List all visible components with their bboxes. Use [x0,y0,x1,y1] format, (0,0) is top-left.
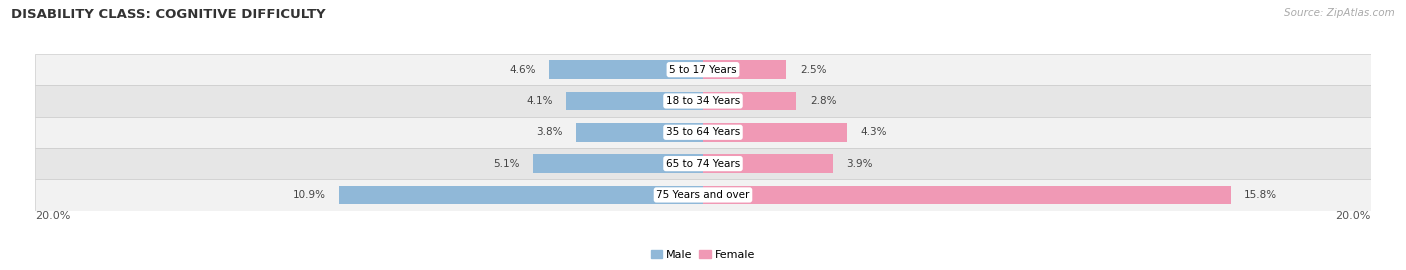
Text: 2.5%: 2.5% [800,65,827,75]
Text: 3.8%: 3.8% [536,127,562,137]
Bar [550,60,703,79]
Text: 3.9%: 3.9% [846,158,873,169]
Text: 18 to 34 Years: 18 to 34 Years [666,96,740,106]
Text: 4.6%: 4.6% [509,65,536,75]
Bar [339,185,703,204]
Bar [567,92,703,110]
Text: 5.1%: 5.1% [494,158,519,169]
Bar [576,123,703,142]
Text: Source: ZipAtlas.com: Source: ZipAtlas.com [1284,8,1395,18]
Text: 4.3%: 4.3% [860,127,886,137]
Bar [35,148,1371,179]
Bar [703,123,846,142]
Text: 75 Years and over: 75 Years and over [657,190,749,200]
Text: 65 to 74 Years: 65 to 74 Years [666,158,740,169]
Text: 5 to 17 Years: 5 to 17 Years [669,65,737,75]
Bar [703,154,834,173]
Text: 15.8%: 15.8% [1244,190,1277,200]
Bar [703,92,796,110]
Bar [703,60,786,79]
Bar [35,54,1371,85]
Bar [35,179,1371,211]
Bar [703,185,1230,204]
Legend: Male, Female: Male, Female [651,250,755,260]
Text: 4.1%: 4.1% [526,96,553,106]
Text: 10.9%: 10.9% [292,190,326,200]
Bar [35,117,1371,148]
Text: DISABILITY CLASS: COGNITIVE DIFFICULTY: DISABILITY CLASS: COGNITIVE DIFFICULTY [11,8,326,21]
Bar [533,154,703,173]
Text: 20.0%: 20.0% [1336,211,1371,221]
Text: 35 to 64 Years: 35 to 64 Years [666,127,740,137]
Text: 2.8%: 2.8% [810,96,837,106]
Text: 20.0%: 20.0% [35,211,70,221]
Bar [35,85,1371,117]
